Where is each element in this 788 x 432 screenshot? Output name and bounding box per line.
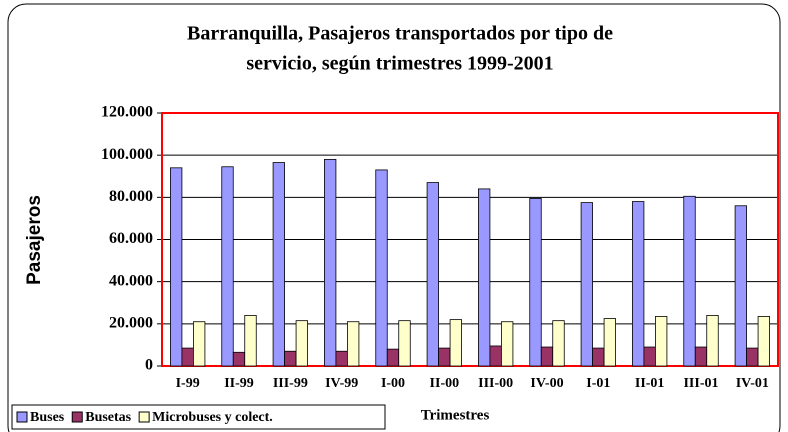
y-tick-label: 80.000 xyxy=(109,188,153,205)
x-tick-label: I-01 xyxy=(586,376,610,391)
bar xyxy=(529,197,542,367)
bar xyxy=(398,320,411,367)
y-tick-label: 0 xyxy=(145,357,153,374)
legend-label: Buses xyxy=(30,410,65,425)
x-tick-label: II-99 xyxy=(224,376,254,391)
bar xyxy=(324,158,337,367)
bar xyxy=(580,202,593,367)
y-tick-label: 120.000 xyxy=(101,104,153,121)
bar xyxy=(284,350,297,367)
bar xyxy=(244,314,257,367)
legend-swatch xyxy=(16,411,28,423)
bar xyxy=(501,321,514,367)
bar xyxy=(540,346,554,367)
bar xyxy=(632,201,645,367)
x-tick-label: III-99 xyxy=(273,376,308,391)
bar xyxy=(643,346,656,367)
chart-title: servicio, según trimestres 1999-2001 xyxy=(246,53,553,75)
bar xyxy=(694,346,708,367)
x-axis-title: Trimestres xyxy=(421,407,490,423)
bar xyxy=(438,347,451,367)
bar xyxy=(335,350,348,367)
y-axis-title: Pasajeros xyxy=(24,195,45,285)
bar xyxy=(706,314,719,367)
legend-swatch xyxy=(138,411,150,423)
bar xyxy=(347,321,360,367)
x-tick-label: IV-01 xyxy=(736,376,769,391)
x-tick-label: II-00 xyxy=(430,376,460,391)
bar xyxy=(386,348,400,367)
bar xyxy=(734,205,747,367)
bar xyxy=(170,167,183,367)
bar xyxy=(746,347,759,367)
bar xyxy=(489,345,502,367)
bar xyxy=(232,351,246,367)
bar xyxy=(757,316,770,367)
bar xyxy=(478,188,491,367)
y-tick-label: 60.000 xyxy=(109,230,153,247)
x-tick-label: I-00 xyxy=(381,376,405,391)
legend-label: Microbuses y colect. xyxy=(152,410,273,425)
x-tick-label: III-00 xyxy=(478,376,513,391)
bar xyxy=(295,320,308,367)
x-tick-label: IV-00 xyxy=(530,376,563,391)
bar xyxy=(603,318,616,367)
bar xyxy=(655,316,668,367)
legend-swatch xyxy=(71,411,83,423)
y-tick-label: 40.000 xyxy=(109,272,153,289)
plot-border xyxy=(161,112,779,367)
bar xyxy=(181,347,194,367)
y-tick-label: 100.000 xyxy=(101,146,153,163)
bar xyxy=(426,182,439,367)
x-tick-label: I-99 xyxy=(176,376,200,391)
bar xyxy=(272,162,285,367)
y-tick-label: 20.000 xyxy=(109,315,153,332)
x-tick-label: III-01 xyxy=(683,376,718,391)
x-tick-label: II-01 xyxy=(635,376,665,391)
bar xyxy=(592,347,605,367)
chart-title: Barranquilla, Pasajeros transportados po… xyxy=(187,23,613,45)
bar xyxy=(375,169,388,367)
bar xyxy=(221,166,234,367)
legend-label: Busetas xyxy=(85,410,131,425)
bar xyxy=(449,319,462,367)
x-tick-label: IV-99 xyxy=(325,376,358,391)
bar xyxy=(683,195,696,367)
bar xyxy=(193,321,206,367)
bar xyxy=(552,320,565,367)
